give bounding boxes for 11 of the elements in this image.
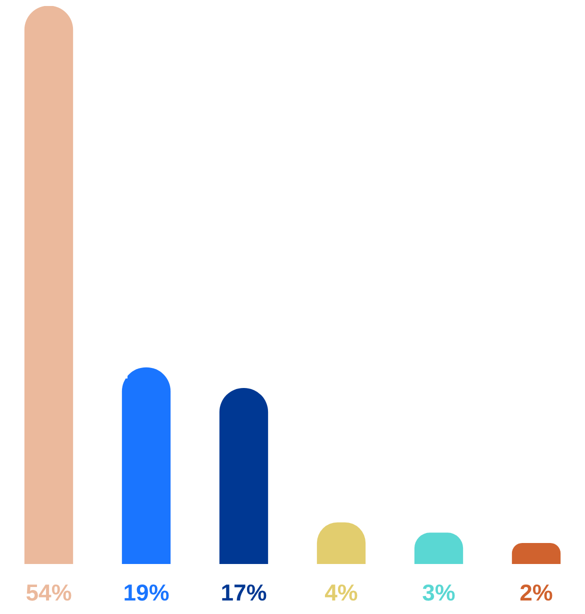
data-label: 17% bbox=[220, 579, 267, 606]
bar bbox=[512, 543, 561, 564]
data-label: 2% bbox=[520, 579, 553, 606]
bar bbox=[24, 6, 74, 564]
data-label: 19% bbox=[123, 579, 170, 606]
data-label: 4% bbox=[324, 579, 358, 606]
bar bbox=[414, 532, 464, 564]
bar bbox=[219, 388, 268, 564]
bar bbox=[122, 367, 171, 564]
data-label: 54% bbox=[26, 579, 72, 606]
data-label: 3% bbox=[422, 579, 456, 606]
